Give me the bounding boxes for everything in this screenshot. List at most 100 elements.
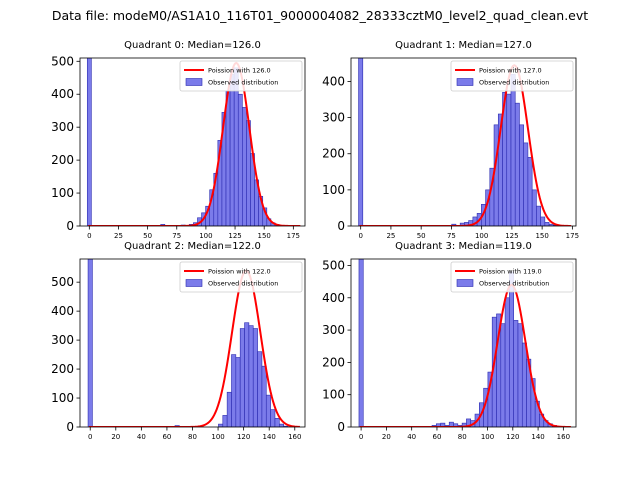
histogram-bar [440, 422, 446, 427]
legend-box [179, 60, 303, 92]
legend-box [179, 261, 303, 293]
y-tick-label: 100 [322, 388, 345, 402]
y-tick-label: 200 [322, 147, 345, 161]
legend-label-observed: Observed distribution [208, 79, 278, 87]
histogram-bar [540, 216, 546, 226]
histogram-bar [519, 124, 524, 226]
histogram-bar [231, 354, 237, 427]
histogram-bar [233, 67, 239, 226]
histogram-bar [517, 323, 523, 427]
legend-label-observed: Observed distribution [479, 280, 549, 288]
y-tick-label: 400 [322, 291, 345, 305]
x-tick-label: 80 [188, 433, 197, 441]
legend-box [450, 261, 574, 293]
x-tick-label: 25 [386, 232, 395, 240]
histogram-bars [87, 259, 289, 427]
x-tick-label: 0 [87, 232, 91, 240]
y-tick-label: 0 [337, 420, 345, 434]
x-tick-label: 20 [382, 433, 391, 441]
y-tick-label: 300 [51, 333, 74, 347]
legend: Poission with 122.0 Observed distribution [179, 261, 303, 293]
histogram-bar [504, 297, 510, 427]
legend-bar-swatch [456, 78, 474, 86]
x-tick-label: 100 [199, 232, 212, 240]
x-tick-label: 120 [237, 433, 250, 441]
quadrant-panel-1: Quadrant 1: Median=127.0 0 25 50 75 100 125 150… [322, 40, 579, 240]
poisson-curve [359, 283, 571, 427]
y-tick-label: 100 [322, 183, 345, 197]
histogram-bar [536, 205, 541, 226]
x-tick-label: 100 [211, 433, 224, 441]
histogram-bar [239, 328, 245, 427]
histogram-bar [229, 74, 235, 226]
histogram-bar [237, 93, 243, 226]
histogram-bar [283, 425, 289, 427]
panel-title: Quadrant 2: Median=122.0 [124, 241, 261, 252]
x-tick-label: 25 [114, 232, 123, 240]
x-tick-label: 0 [359, 433, 363, 441]
histogram-bar [252, 328, 258, 427]
histogram-bar [225, 90, 231, 226]
x-tick-label: 50 [417, 232, 426, 240]
legend-label-poisson: Poission with 127.0 [479, 67, 542, 75]
axes-frame [350, 258, 577, 428]
poisson-curve [88, 61, 301, 226]
x-tick-label: 100 [481, 433, 494, 441]
y-tick-label: 300 [51, 120, 74, 134]
legend-bar-swatch [185, 78, 203, 86]
x-tick-label: 20 [111, 433, 120, 441]
legend-label-observed: Observed distribution [479, 79, 549, 87]
x-tick-label: 60 [162, 433, 171, 441]
x-tick-label: 160 [288, 433, 301, 441]
histogram-bar [222, 415, 228, 427]
x-tick-label: 40 [137, 433, 146, 441]
y-tick-label: 300 [322, 323, 345, 337]
panel-title: Quadrant 0: Median=126.0 [124, 40, 261, 51]
histogram-bar [87, 259, 93, 427]
histogram-bar [261, 365, 267, 427]
legend-label-poisson: Poission with 119.0 [479, 268, 542, 276]
y-tick-label: 400 [51, 87, 74, 101]
histogram-bar [226, 391, 232, 427]
x-tick-label: 40 [407, 433, 416, 441]
x-tick-label: 100 [475, 232, 488, 240]
legend-bar-swatch [456, 279, 474, 287]
histogram-bar [527, 157, 533, 226]
y-tick-label: 500 [322, 258, 345, 272]
x-tick-label: 175 [566, 232, 579, 240]
y-tick-label: 0 [66, 420, 74, 434]
histogram-bar [279, 423, 284, 427]
quadrant-panel-0: Quadrant 0: Median=126.0 0 25 50 75 100 125 150… [51, 40, 306, 240]
x-tick-label: 80 [458, 433, 467, 441]
histogram-bar [500, 323, 506, 427]
histogram-bar [86, 58, 92, 226]
y-tick-label: 500 [51, 275, 74, 289]
y-tick-label: 0 [66, 219, 74, 233]
histogram-bar [514, 102, 520, 226]
histogram-bar [358, 58, 364, 226]
y-tick-label: 200 [51, 362, 74, 376]
legend-label-poisson: Poission with 126.0 [208, 67, 271, 75]
quadrant-panels: Quadrant 0: Median=126.0 0 25 50 75 100 125 150… [51, 40, 579, 441]
histogram-bar [521, 342, 527, 427]
histogram-bar [506, 93, 512, 226]
histogram-bar [358, 259, 364, 427]
x-tick-label: 140 [263, 433, 276, 441]
quadrant-panel-3: Quadrant 3: Median=119.0 0 20 40 60 80 100 120 1… [322, 241, 577, 441]
histogram-bar [248, 325, 254, 427]
histogram-bar [235, 357, 241, 427]
y-tick-label: 300 [322, 111, 345, 125]
y-tick-label: 100 [51, 391, 74, 405]
panel-title: Quadrant 1: Median=127.0 [395, 40, 532, 51]
figure-title: Data file: modeM0/AS1A10_116T01_90000040… [52, 8, 588, 23]
legend-label-poisson: Poission with 122.0 [208, 268, 271, 276]
histogram-bar [244, 322, 250, 427]
y-tick-label: 200 [51, 153, 74, 167]
x-tick-label: 0 [88, 433, 92, 441]
y-tick-label: 200 [322, 355, 345, 369]
histogram-bar [265, 394, 271, 427]
x-tick-label: 160 [557, 433, 570, 441]
histogram-bar [274, 418, 280, 427]
x-tick-label: 75 [447, 232, 456, 240]
x-tick-label: 120 [506, 433, 519, 441]
